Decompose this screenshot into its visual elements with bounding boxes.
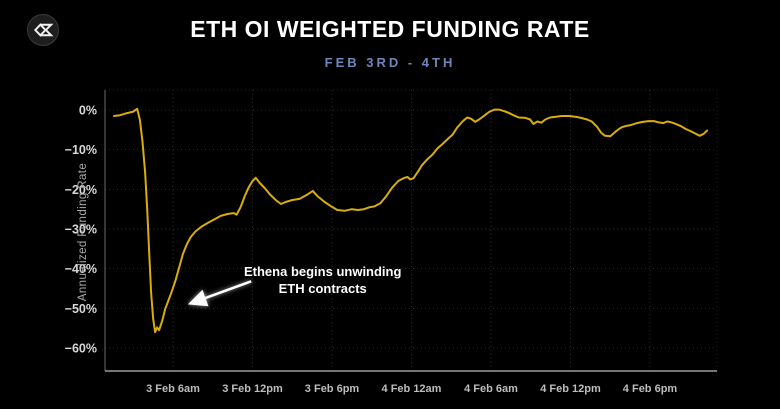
y-tick-label: −40%	[65, 262, 97, 276]
gridlines	[105, 89, 718, 371]
annotation-arrow	[187, 280, 252, 307]
x-tick-label: 3 Feb 6pm	[305, 383, 360, 395]
y-tick-label: −60%	[65, 342, 97, 356]
page-title: ETH OI WEIGHTED FUNDING RATE	[190, 16, 590, 42]
annotation-group: Ethena begins unwinding ETH contracts	[187, 264, 402, 307]
x-tick-label: 4 Feb 6pm	[623, 383, 678, 395]
funding-rate-line	[113, 107, 708, 334]
y-axis-tick-labels: 0% −10% −20% −30% −40% −50% −60%	[65, 104, 97, 356]
x-tick-label: 3 Feb 6am	[146, 383, 200, 395]
x-tick-label: 3 Feb 12pm	[222, 383, 283, 395]
velo-logo	[27, 14, 59, 46]
y-tick-label: −10%	[65, 143, 97, 157]
page-subtitle: FEB 3RD - 4TH	[324, 55, 456, 70]
x-tick-label: 4 Feb 12am	[382, 383, 442, 395]
x-tick-label: 4 Feb 6am	[464, 383, 518, 395]
sigma-diamond-icon	[33, 23, 54, 37]
annotation-text: ETH contracts	[279, 281, 367, 296]
y-tick-label: −30%	[65, 223, 97, 237]
x-axis-tick-labels: 3 Feb 6am 3 Feb 12pm 3 Feb 6pm 4 Feb 12am 4 …	[146, 383, 677, 395]
y-tick-label: −50%	[65, 302, 97, 316]
y-axis-title: Annualized Funding Rate	[77, 163, 89, 301]
y-tick-label: −20%	[65, 183, 97, 197]
y-tick-label: 0%	[79, 104, 97, 118]
annotation-text: Ethena begins unwinding	[244, 264, 402, 279]
x-tick-label: 4 Feb 12pm	[540, 383, 601, 395]
